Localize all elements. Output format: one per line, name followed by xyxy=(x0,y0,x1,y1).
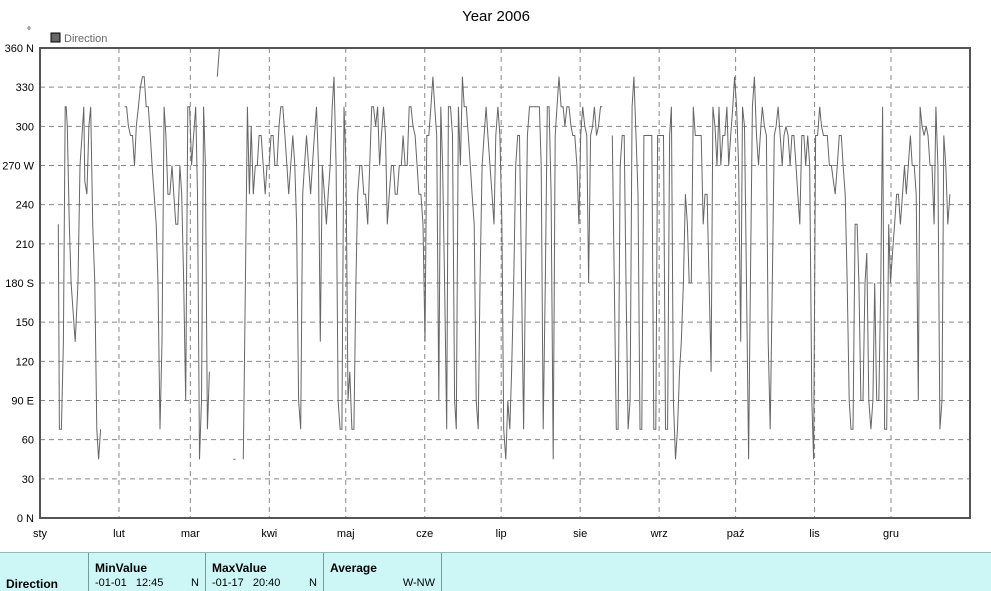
average-cell: Average W-NW xyxy=(324,553,442,591)
max-value-time: 20:40 xyxy=(252,577,281,589)
x-tick-label: maj xyxy=(337,528,355,540)
y-tick-label: 120 xyxy=(16,356,34,368)
degree-symbol: ° xyxy=(27,26,31,37)
x-tick-label: sty xyxy=(33,528,48,540)
stats-row-label: Direction xyxy=(6,577,59,591)
y-tick-label: 0 N xyxy=(17,513,34,525)
series-line-direction xyxy=(611,76,951,460)
y-tick-label: 240 xyxy=(16,200,34,212)
series-line-direction xyxy=(124,76,210,460)
min-value-date: -01-01 xyxy=(95,577,127,589)
y-tick-label: 30 xyxy=(22,474,34,486)
series-line-direction xyxy=(216,47,220,77)
x-tick-label: sie xyxy=(573,528,587,540)
y-tick-label: 150 xyxy=(16,317,34,329)
max-value-header: MaxValue xyxy=(212,561,267,575)
chart-title: Year 2006 xyxy=(462,8,530,25)
x-tick-label: cze xyxy=(416,528,433,540)
min-value-direction: N xyxy=(191,577,199,589)
series-line-direction xyxy=(242,76,603,460)
stats-label-cell: Direction xyxy=(0,553,89,591)
x-tick-label: paź xyxy=(727,528,745,540)
min-value-cell: MinValue -01-01 12:45 N xyxy=(89,553,206,591)
x-tick-label: kwi xyxy=(261,528,277,540)
stats-bar: Direction MinValue -01-01 12:45 N MaxVal… xyxy=(0,552,991,591)
max-value-direction: N xyxy=(309,577,317,589)
series-line-direction xyxy=(57,106,102,460)
x-tick-label: wrz xyxy=(650,528,668,540)
x-tick-label: mar xyxy=(181,528,200,540)
x-tick-label: gru xyxy=(883,528,899,540)
y-tick-label: 270 W xyxy=(2,161,34,173)
legend-label: Direction xyxy=(64,33,107,45)
y-tick-label: 330 xyxy=(16,82,34,94)
y-tick-label: 300 xyxy=(16,121,34,133)
x-tick-label: lis xyxy=(809,528,820,540)
plot-frame xyxy=(39,47,971,519)
max-value-date: -01-17 xyxy=(212,577,244,589)
x-tick-label: lut xyxy=(113,528,125,540)
chart: Year 2006 ° Direction 0 N 30 60 90 E 120 150 1… xyxy=(2,8,971,540)
y-tick-label: 60 xyxy=(22,435,34,447)
average-value: W-NW xyxy=(402,577,435,589)
max-value-cell: MaxValue -01-17 20:40 N xyxy=(206,553,324,591)
y-tick-label: 180 S xyxy=(5,278,34,290)
x-tick-label: lip xyxy=(496,528,507,540)
legend-swatch xyxy=(50,32,61,43)
min-value-time: 12:45 xyxy=(135,577,164,589)
average-header: Average xyxy=(330,561,377,575)
y-tick-label: 90 E xyxy=(11,396,34,408)
min-value-header: MinValue xyxy=(95,561,148,575)
y-tick-label: 360 N xyxy=(5,43,34,55)
y-tick-label: 210 xyxy=(16,239,34,251)
